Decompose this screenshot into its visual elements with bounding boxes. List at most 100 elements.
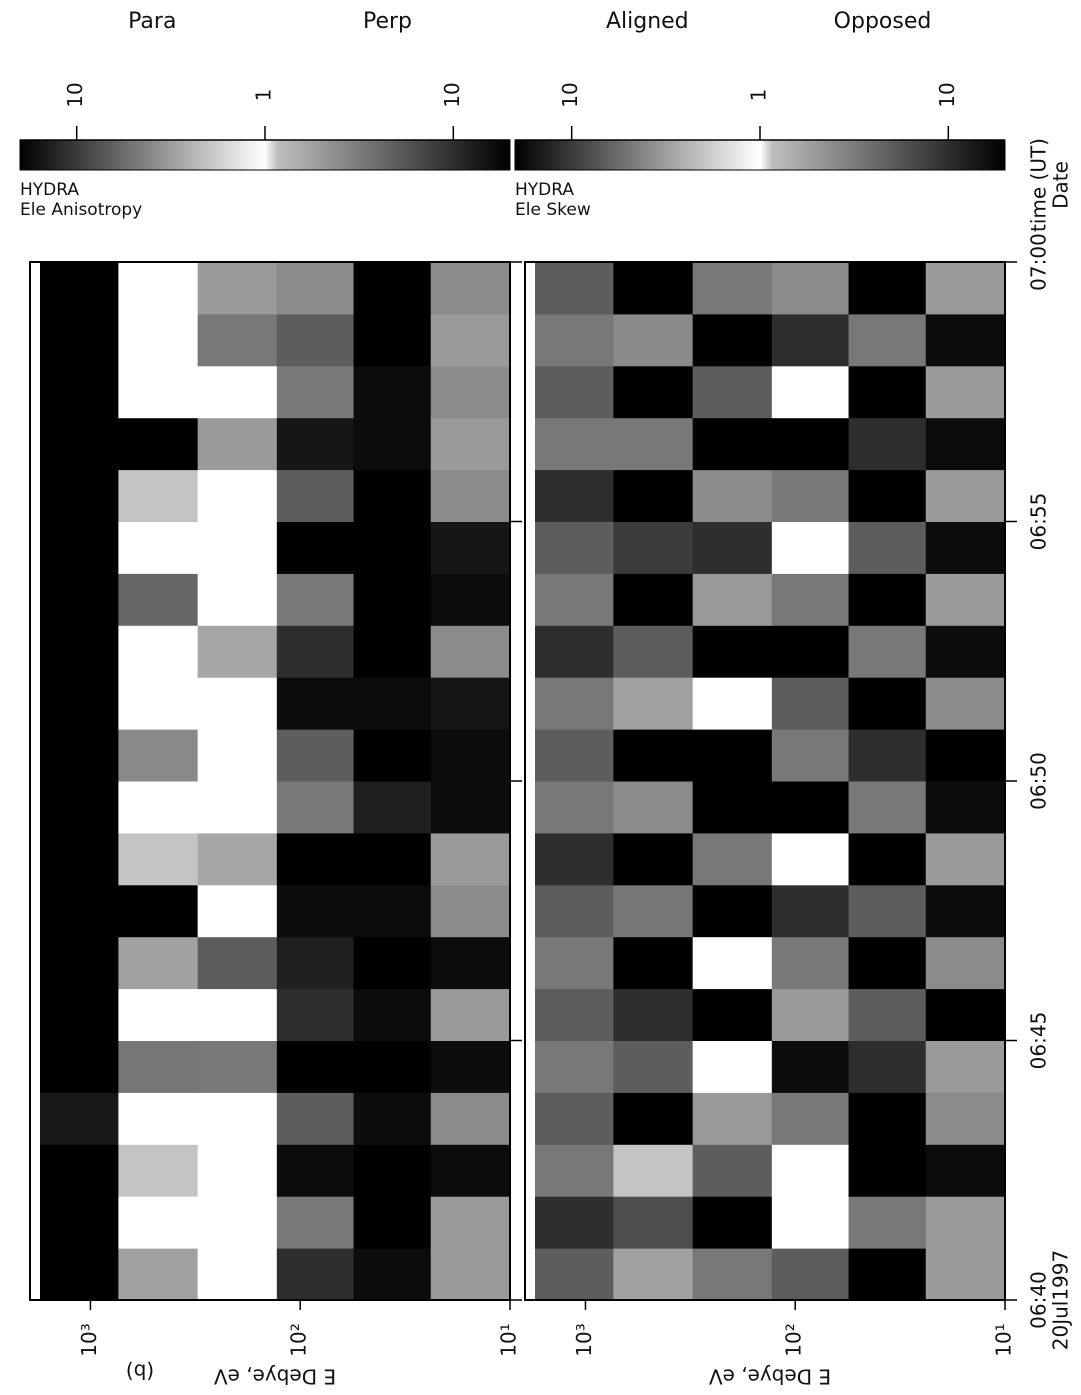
cell (692, 884, 772, 938)
cell (40, 1196, 119, 1249)
cell (353, 417, 431, 471)
cell (612, 677, 693, 730)
cell (692, 1196, 772, 1249)
cell (197, 1144, 277, 1197)
cell (276, 832, 354, 886)
cell (353, 1040, 431, 1093)
x-tick-label: 06:50 (1027, 752, 1051, 810)
cell (430, 262, 511, 315)
cell (535, 936, 614, 990)
cell (535, 469, 614, 522)
cell (430, 1040, 511, 1093)
cell (925, 781, 1006, 834)
cell (848, 1092, 926, 1145)
colorbar-label: Perp (363, 9, 412, 34)
cell (535, 1040, 614, 1093)
cell (197, 313, 277, 367)
colorbar-tick-label: 10 (440, 82, 464, 107)
cell (771, 573, 849, 626)
cell (771, 832, 849, 886)
cell (848, 573, 926, 626)
cell (40, 625, 119, 678)
cell (117, 469, 198, 522)
cell (353, 781, 431, 834)
cell (692, 417, 772, 471)
cell (276, 417, 354, 471)
cell (40, 262, 119, 315)
cell (771, 1248, 849, 1301)
cell (925, 262, 1006, 315)
cell (925, 1248, 1006, 1301)
cell (40, 677, 119, 730)
cell (430, 677, 511, 730)
cell (117, 988, 198, 1041)
panel-title: HYDRA (515, 180, 574, 200)
cell (535, 313, 614, 367)
cell (40, 417, 119, 471)
cell (430, 625, 511, 678)
panel-label: (b) (126, 1360, 154, 1384)
cell (353, 469, 431, 522)
cell (692, 573, 772, 626)
cell (430, 1092, 511, 1145)
cell (848, 262, 926, 315)
cell (430, 573, 511, 626)
cell (771, 1092, 849, 1145)
colorbar (19, 139, 511, 171)
cell (197, 884, 277, 938)
cell (848, 521, 926, 574)
cell (535, 1196, 614, 1249)
cell (197, 729, 277, 782)
cell (692, 1248, 772, 1301)
cell (848, 1144, 926, 1197)
cell (925, 1196, 1006, 1249)
y-tick-label: 10¹ (497, 1323, 521, 1356)
cell (848, 469, 926, 522)
cell (117, 1040, 198, 1093)
cell (925, 521, 1006, 574)
cell (535, 625, 614, 678)
cell (692, 625, 772, 678)
cell (40, 1248, 119, 1301)
y-tick-label: 10³ (77, 1323, 101, 1356)
cell (430, 832, 511, 886)
cell (535, 832, 614, 886)
cell (197, 262, 277, 315)
cell (117, 936, 198, 990)
cell (612, 936, 693, 990)
cell (612, 417, 693, 471)
cell (276, 521, 354, 574)
panel-subtitle: Ele Anisotropy (20, 200, 142, 220)
cell (771, 1196, 849, 1249)
cell (40, 1040, 119, 1093)
cell (353, 521, 431, 574)
cell (276, 262, 354, 315)
cell (612, 469, 693, 522)
cell (197, 988, 277, 1041)
cell (771, 469, 849, 522)
cell (535, 262, 614, 315)
cell (276, 313, 354, 367)
cell (353, 729, 431, 782)
cell (276, 625, 354, 678)
cell (692, 1040, 772, 1093)
cell (535, 1144, 614, 1197)
cell (692, 832, 772, 886)
cell (612, 729, 693, 782)
cell (40, 469, 119, 522)
cell (276, 1040, 354, 1093)
cell (276, 1144, 354, 1197)
cell (197, 365, 277, 419)
cell (40, 1092, 119, 1145)
cell (612, 262, 693, 315)
x-tick-label: 07:00 (1027, 233, 1051, 291)
cell (848, 1196, 926, 1249)
colorbar-label: Opposed (834, 9, 932, 34)
cell (925, 1144, 1006, 1197)
cell (612, 521, 693, 574)
cell (925, 469, 1006, 522)
y-tick-label: 10² (782, 1323, 806, 1356)
cell (353, 936, 431, 990)
cell (692, 521, 772, 574)
cell (117, 313, 198, 367)
